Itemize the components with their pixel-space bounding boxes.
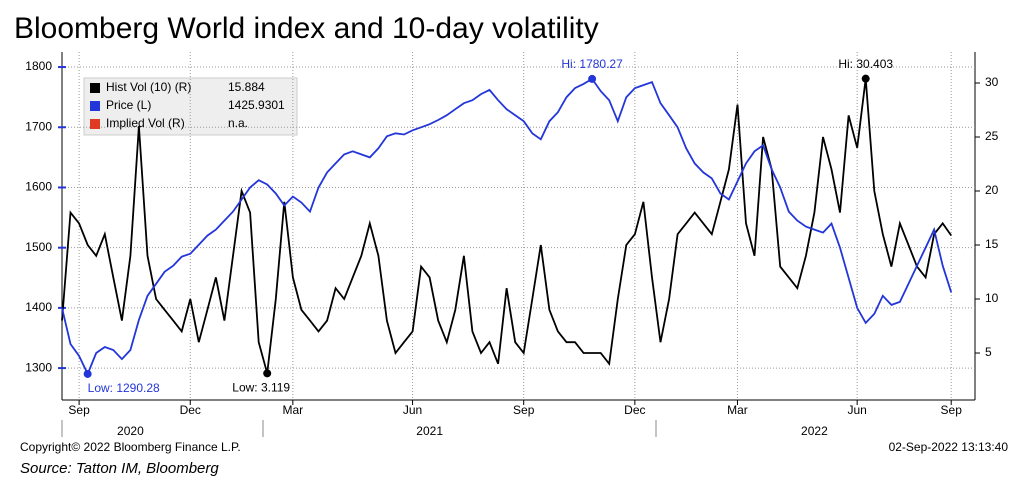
extreme-marker: [861, 74, 870, 83]
series-line: [61, 77, 953, 377]
legend-value: 1425.9301: [228, 98, 285, 112]
legend-swatch: [90, 83, 100, 93]
year-label: 2020: [117, 424, 144, 438]
y2-tick-label: 25: [985, 129, 999, 143]
year-label: 2021: [416, 424, 443, 438]
series-line: [61, 78, 952, 374]
x-tick-label: Sep: [68, 403, 90, 417]
legend-box: [83, 77, 298, 136]
timestamp: 02-Sep-2022 13:13:40: [889, 440, 1009, 454]
x-tick-label: Sep: [513, 403, 535, 417]
y2-tick-label: 15: [985, 237, 999, 251]
extreme-label: Low: 1290.28: [88, 381, 160, 395]
extreme-label: Hi: 1780.27: [561, 57, 623, 71]
y2-tick-label: 5: [985, 345, 992, 359]
y-tick-label: 1600: [25, 180, 52, 194]
legend-swatch: [90, 101, 100, 111]
y-tick-label: 1800: [25, 59, 52, 73]
copyright: Copyright© 2022 Bloomberg Finance L.P.: [20, 440, 241, 454]
chart-title: Bloomberg World index and 10-day volatil…: [14, 12, 599, 45]
y-tick-label: 1300: [25, 360, 52, 374]
extreme-marker: [263, 369, 272, 378]
y2-tick-label: 20: [985, 183, 999, 197]
y2-tick-label: 30: [985, 75, 999, 89]
x-tick-label: Dec: [180, 403, 201, 417]
legend-swatch: [90, 119, 100, 129]
y-tick-label: 1500: [25, 240, 52, 254]
y2-tick-label: 10: [985, 291, 999, 305]
y-tick-label: 1400: [25, 300, 52, 314]
legend-value: 15.884: [228, 80, 265, 94]
x-tick-label: Jun: [847, 403, 866, 417]
x-tick-label: Jun: [403, 403, 422, 417]
extreme-marker: [588, 74, 597, 83]
x-tick-label: Sep: [941, 403, 963, 417]
legend-value: n.a.: [228, 116, 248, 130]
x-tick-label: Mar: [727, 403, 748, 417]
legend-label: Hist Vol (10) (R): [106, 80, 191, 94]
extreme-label: Hi: 30.403: [838, 57, 893, 71]
x-tick-label: Mar: [283, 403, 304, 417]
year-label: 2022: [801, 424, 828, 438]
extreme-marker: [83, 369, 92, 378]
legend-label: Price (L): [106, 98, 151, 112]
x-tick-label: Dec: [624, 403, 645, 417]
extreme-label: Low: 3.119: [232, 381, 290, 395]
source: Source: Tatton IM, Bloomberg: [20, 460, 219, 477]
legend-label: Implied Vol (R): [106, 116, 185, 130]
y-tick-label: 1700: [25, 119, 52, 133]
